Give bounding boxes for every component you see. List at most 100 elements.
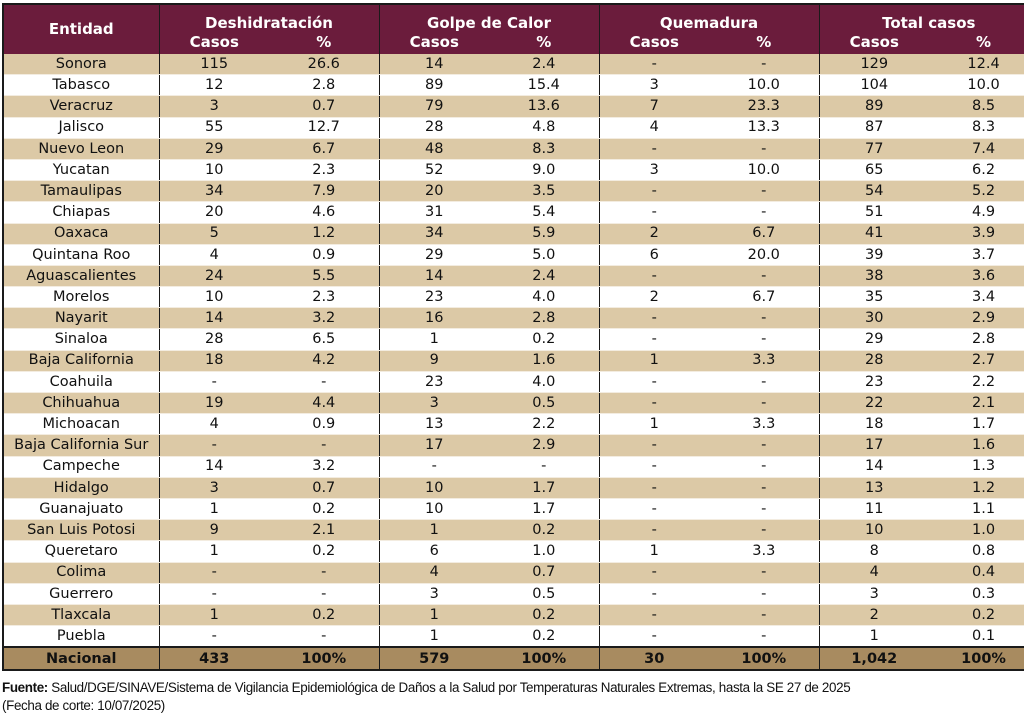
- data-cell: 2.8: [489, 307, 600, 330]
- table-row: San Luis Potosi 9 2.1 1 0.2- -10 1.0: [3, 519, 1024, 542]
- data-cell: 1.7: [929, 413, 1024, 436]
- data-cell: -: [599, 328, 710, 351]
- table-row: Chihuahua 19 4.4 3 0.5- -22 2.1: [3, 392, 1024, 415]
- data-cell: 2.8: [269, 74, 380, 97]
- data-cell: 41: [819, 223, 930, 245]
- total-cell: 579: [379, 646, 490, 671]
- data-cell: 12.4: [929, 54, 1024, 76]
- data-cell: 0.1: [929, 625, 1024, 648]
- table-row: Coahuila - -23 4.0- -23 2.2: [3, 371, 1024, 394]
- data-cell: -: [599, 456, 710, 478]
- data-cell: 1: [159, 498, 269, 521]
- entity-name-cell: Tlaxcala: [3, 604, 160, 627]
- table-row: Oaxaca 5 1.2 34 5.9 2 6.7 41 3.9: [3, 223, 1024, 245]
- data-cell: 2.3: [269, 286, 380, 309]
- data-cell: -: [599, 519, 710, 542]
- header-golpe-de-calor: Golpe de Calor: [379, 4, 600, 31]
- source-text: Salud/DGE/SINAVE/Sistema de Vigilancia E…: [47, 680, 851, 695]
- data-cell: 4: [819, 562, 930, 584]
- data-cell: 1: [159, 604, 269, 627]
- data-cell: 14: [379, 265, 490, 288]
- total-cell: 30: [599, 646, 710, 671]
- entity-name-cell: Morelos: [3, 286, 160, 309]
- data-cell: 35: [819, 286, 930, 309]
- data-cell: 2: [599, 223, 710, 245]
- data-cell: 89: [819, 95, 930, 118]
- data-cell: -: [269, 625, 380, 648]
- header-deshidratacion: Deshidratación: [159, 4, 380, 31]
- data-cell: 29: [379, 244, 490, 266]
- data-cell: 14: [379, 54, 490, 76]
- data-cell: 12: [159, 74, 269, 97]
- table-row: Quintana Roo 4 0.9 29 5.0 6 20.0 39 3.7: [3, 244, 1024, 266]
- cut-date-line: (Fecha de corte: 10/07/2025): [2, 698, 165, 713]
- data-cell: 0.2: [489, 519, 600, 542]
- subheader-casos: Casos: [599, 31, 710, 54]
- data-cell: 1: [599, 540, 710, 563]
- data-cell: -: [709, 583, 820, 605]
- data-cell: 3: [159, 95, 269, 118]
- entity-name-cell: Chiapas: [3, 201, 160, 224]
- data-cell: 23: [379, 371, 490, 394]
- data-cell: 2: [599, 286, 710, 309]
- data-cell: 18: [159, 350, 269, 372]
- data-cell: 14: [819, 456, 930, 478]
- total-cell: 100%: [929, 646, 1024, 671]
- subheader-pct: %: [489, 31, 600, 54]
- data-cell: 4: [379, 562, 490, 584]
- entity-name-cell: Nayarit: [3, 307, 160, 330]
- data-cell: -: [599, 562, 710, 584]
- data-cell: 9.0: [489, 159, 600, 182]
- data-cell: 3.4: [929, 286, 1024, 309]
- data-cell: 4: [159, 244, 269, 266]
- data-cell: 18: [819, 413, 930, 436]
- data-cell: 3.6: [929, 265, 1024, 288]
- data-cell: 6.7: [709, 286, 820, 309]
- data-cell: 10: [819, 519, 930, 542]
- data-cell: 0.2: [269, 604, 380, 627]
- data-cell: 1.7: [489, 477, 600, 499]
- data-cell: 3.3: [709, 413, 820, 436]
- data-cell: 20: [379, 180, 490, 203]
- data-cell: 4.9: [929, 201, 1024, 224]
- data-cell: 1.6: [489, 350, 600, 372]
- data-cell: 3: [379, 583, 490, 605]
- table-row: Queretaro 1 0.2 6 1.0 1 3.3 8 0.8: [3, 540, 1024, 563]
- data-cell: 4.6: [269, 201, 380, 224]
- data-cell: 2.2: [489, 413, 600, 436]
- subheader-casos: Casos: [159, 31, 269, 54]
- entity-name-cell: Oaxaca: [3, 223, 160, 245]
- data-cell: -: [159, 434, 269, 457]
- source-line: Fuente: Salud/DGE/SINAVE/Sistema de Vigi…: [2, 679, 1022, 697]
- data-cell: 3.3: [709, 350, 820, 372]
- data-cell: 20.0: [709, 244, 820, 266]
- table-row: Tabasco 12 2.8 89 15.4 3 10.0 104 10.0: [3, 74, 1024, 97]
- data-cell: -: [269, 583, 380, 605]
- data-cell: 87: [819, 117, 930, 139]
- data-cell: 8.5: [929, 95, 1024, 118]
- data-cell: -: [709, 392, 820, 415]
- data-cell: 29: [159, 138, 269, 160]
- data-cell: -: [269, 434, 380, 457]
- entity-name-cell: Aguascalientes: [3, 265, 160, 288]
- entity-name-cell: Tabasco: [3, 74, 160, 97]
- data-cell: 2.8: [929, 328, 1024, 351]
- table-row: Baja California 18 4.2 9 1.6 1 3.3 28 2.7: [3, 350, 1024, 372]
- data-cell: 1: [599, 413, 710, 436]
- subheader-pct: %: [709, 31, 820, 54]
- data-cell: 54: [819, 180, 930, 203]
- data-cell: -: [709, 625, 820, 648]
- data-cell: 7.4: [929, 138, 1024, 160]
- data-cell: -: [599, 392, 710, 415]
- cases-table-wrapper: Entidad Deshidratación Golpe de Calor Qu…: [2, 3, 1024, 672]
- data-cell: 104: [819, 74, 930, 97]
- data-cell: 10: [159, 159, 269, 182]
- data-cell: 19: [159, 392, 269, 415]
- data-cell: 1.2: [929, 477, 1024, 499]
- subheader-pct: %: [269, 31, 380, 54]
- data-cell: 4.4: [269, 392, 380, 415]
- data-cell: 10: [379, 477, 490, 499]
- table-row: Tlaxcala 1 0.2 1 0.2- -2 0.2: [3, 604, 1024, 627]
- data-cell: 0.8: [929, 540, 1024, 563]
- data-cell: -: [599, 477, 710, 499]
